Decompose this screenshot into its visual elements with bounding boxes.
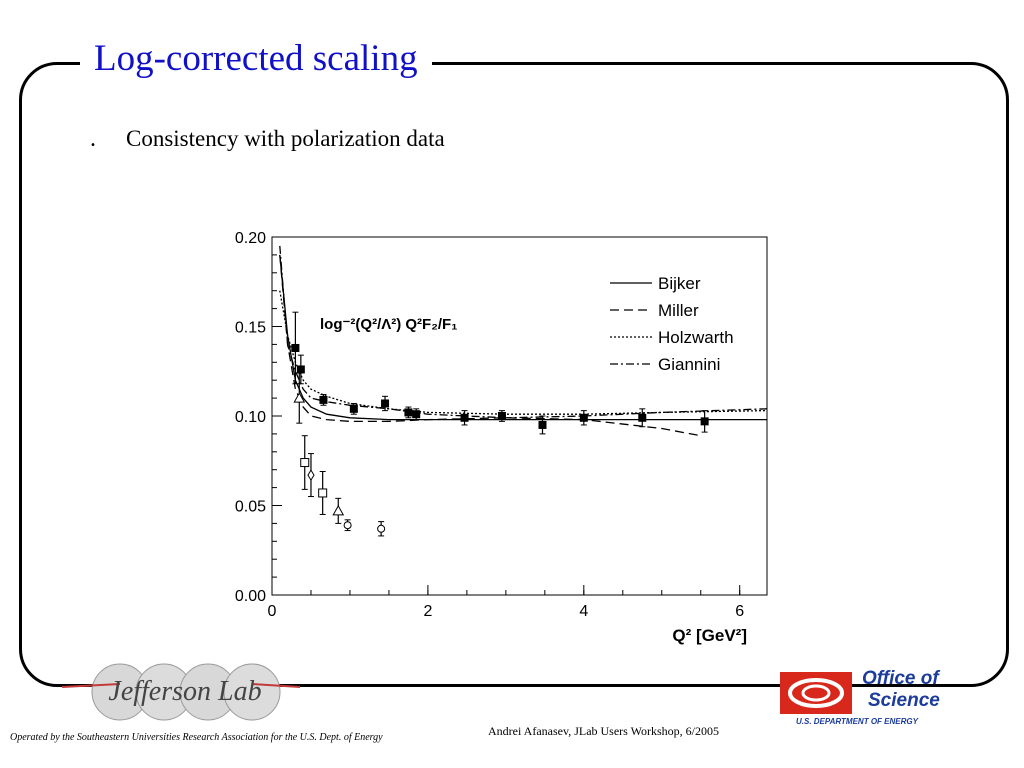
jlab-circles — [91, 663, 281, 721]
footer-operated-by: Operated by the Southeastern Universitie… — [10, 732, 383, 743]
data-point — [412, 410, 421, 419]
data-point — [300, 458, 310, 468]
chart: 0.00 0.05 0.10 0.15 0.20 0 2 4 6 Q² [GeV²] log⁻²(Q… — [235, 230, 768, 645]
slide-title: Log-corrected scaling — [80, 34, 432, 84]
data-point — [293, 392, 306, 403]
data-point — [497, 412, 506, 420]
science-text: Science — [868, 690, 940, 711]
data-point — [404, 408, 413, 417]
data-point — [291, 343, 300, 352]
legend-label-giannini: Giannini — [658, 355, 720, 374]
jlab-logo-text: Jefferson Lab — [108, 676, 261, 707]
y-tick-label: 0.20 — [235, 230, 266, 247]
curve-miller — [279, 254, 701, 437]
data-point — [319, 395, 328, 404]
data-point — [579, 413, 588, 422]
data-point — [538, 420, 547, 429]
data-point — [460, 413, 469, 422]
y-tick-label: 0.15 — [235, 320, 266, 337]
slide-frame — [19, 62, 1009, 687]
data-point — [349, 404, 358, 413]
office-of-science-logo: Office of Science U.S. DEPARTMENT OF ENE… — [780, 668, 940, 726]
bullet-marker: . — [90, 126, 96, 152]
legend-label-bijker: Bijker — [658, 274, 701, 293]
footer-author: Andrei Afanasev, JLab Users Workshop, 6/… — [488, 724, 719, 738]
x-tick-label: 6 — [735, 603, 744, 620]
y-tick-label: 0.10 — [235, 409, 266, 426]
data-point — [318, 488, 328, 498]
jefferson-lab-logo: Jefferson Lab — [61, 663, 301, 721]
legend-label-miller: Miller — [658, 301, 699, 320]
x-tick-label: 4 — [579, 603, 588, 620]
x-tick-label: 2 — [423, 603, 432, 620]
doe-text: U.S. DEPARTMENT OF ENERGY — [796, 717, 919, 726]
data-point — [638, 413, 647, 422]
data-point — [296, 365, 305, 374]
x-axis-label: Q² [GeV²] — [672, 626, 747, 645]
office-of-text: Office of — [862, 668, 940, 689]
y-tick-label: 0.00 — [235, 588, 266, 605]
data-point — [343, 521, 352, 530]
data-point — [377, 524, 386, 533]
x-tick-label: 0 — [268, 603, 277, 620]
data-point — [332, 504, 345, 516]
y-tick-label: 0.05 — [235, 499, 266, 516]
data-point — [381, 399, 390, 408]
bullet-text: Consistency with polarization data — [126, 126, 445, 151]
legend-label-holzwarth: Holzwarth — [658, 328, 734, 347]
data-point — [700, 417, 709, 426]
data-point — [307, 469, 315, 482]
chart-annotation: log⁻²(Q²/Λ²) Q²F₂/F₁ — [320, 316, 457, 333]
